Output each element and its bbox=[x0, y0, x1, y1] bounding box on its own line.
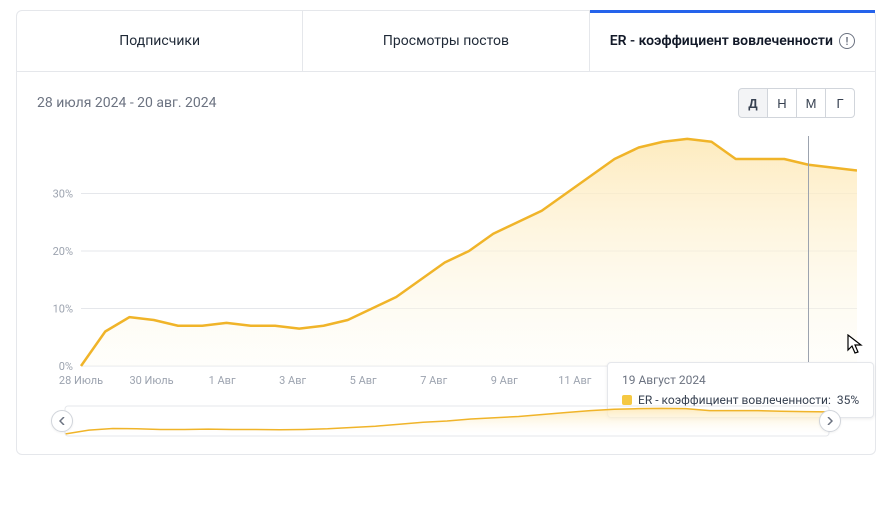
svg-text:17 Авг: 17 Авг bbox=[770, 374, 804, 387]
svg-text:30 Июль: 30 Июль bbox=[129, 374, 173, 387]
granularity-week[interactable]: Н bbox=[767, 88, 797, 118]
tab-engagement-rate[interactable]: ER - коэффициент вовлеченности ! bbox=[590, 11, 875, 71]
svg-text:3 Авг: 3 Авг bbox=[279, 374, 306, 387]
granularity-year[interactable]: Г bbox=[825, 88, 855, 118]
tab-label: Просмотры постов bbox=[383, 33, 509, 49]
engagement-chart[interactable]: 0% 10% 20% 30% 28 Июль 30 Июль 1 Авг 3 Авг 5 Авг… bbox=[37, 126, 857, 396]
svg-text:9 Авг: 9 Авг bbox=[491, 374, 518, 387]
tab-label: Подписчики bbox=[119, 33, 200, 49]
granularity-toggle: Д Н М Г bbox=[738, 88, 855, 118]
svg-text:20%: 20% bbox=[53, 245, 73, 258]
tab-bar: Подписчики Просмотры постов ER - коэффиц… bbox=[17, 11, 875, 72]
svg-text:7 Авг: 7 Авг bbox=[420, 374, 447, 387]
svg-text:11 Авг: 11 Авг bbox=[558, 374, 592, 387]
svg-text:30%: 30% bbox=[53, 188, 73, 201]
svg-text:10%: 10% bbox=[53, 303, 73, 316]
chart-area: 0% 10% 20% 30% 28 Июль 30 Июль 1 Авг 3 Авг 5 Авг… bbox=[17, 126, 875, 404]
svg-text:13 Авг: 13 Авг bbox=[629, 374, 663, 387]
brush-handle-left[interactable] bbox=[51, 410, 73, 432]
tab-post-views[interactable]: Просмотры постов bbox=[303, 11, 589, 71]
brush-chart[interactable] bbox=[37, 404, 857, 438]
brush-handle-right[interactable] bbox=[819, 410, 841, 432]
tab-label: ER - коэффициент вовлеченности bbox=[610, 33, 833, 49]
svg-text:0%: 0% bbox=[59, 360, 73, 373]
svg-text:28 Июль: 28 Июль bbox=[59, 374, 103, 387]
date-range: 28 июля 2024 - 20 авг. 2024 bbox=[37, 95, 217, 111]
analytics-card: Подписчики Просмотры постов ER - коэффиц… bbox=[16, 10, 876, 455]
svg-text:5 Авг: 5 Авг bbox=[350, 374, 377, 387]
svg-text:19 Авг: 19 Авг bbox=[840, 374, 857, 387]
info-icon[interactable]: ! bbox=[839, 33, 855, 49]
brush-area bbox=[17, 404, 875, 454]
svg-text:1 Авг: 1 Авг bbox=[209, 374, 236, 387]
svg-text:15 Авг: 15 Авг bbox=[699, 374, 733, 387]
granularity-day[interactable]: Д bbox=[738, 88, 768, 118]
granularity-month[interactable]: М bbox=[796, 88, 826, 118]
chart-header: 28 июля 2024 - 20 авг. 2024 Д Н М Г bbox=[17, 72, 875, 126]
tab-subscribers[interactable]: Подписчики bbox=[17, 11, 303, 71]
